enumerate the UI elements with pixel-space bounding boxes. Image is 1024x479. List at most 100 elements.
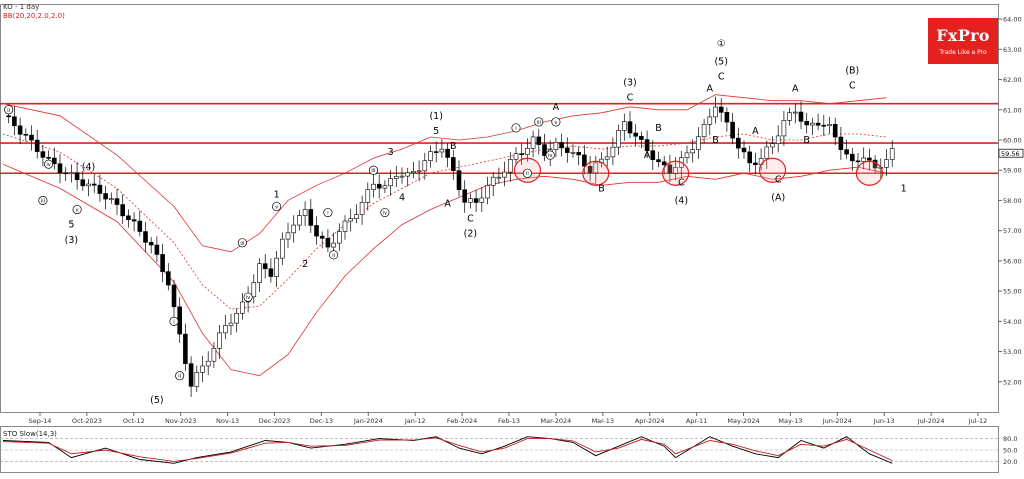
candle-body — [525, 148, 530, 155]
candle-body — [240, 301, 245, 314]
candle-body — [610, 146, 616, 158]
y-tick-label: 55.00 — [1003, 288, 1022, 296]
candle-body — [6, 115, 11, 118]
wave-label: 2 — [302, 259, 308, 270]
candle-body — [838, 136, 844, 150]
wave-circle-marker — [237, 238, 247, 248]
x-tick-label: Jul-2024 — [917, 417, 945, 425]
y-tick-label: 61.00 — [1003, 106, 1022, 114]
wave-label: (B) — [845, 66, 859, 77]
wave-label: (3) — [623, 78, 636, 89]
candle-body — [359, 202, 365, 215]
candle-body — [223, 325, 228, 334]
candle-body — [661, 161, 667, 166]
wave-circle-label: iv — [46, 162, 50, 168]
wave-label: C — [467, 214, 474, 225]
candle-body — [428, 151, 433, 161]
candle-body — [17, 125, 23, 135]
candle-body — [234, 312, 239, 324]
highlight-circle — [582, 160, 610, 186]
candle-body — [297, 215, 302, 226]
candle-body — [171, 284, 177, 308]
candle-body — [137, 220, 143, 232]
wave-label: A — [644, 150, 651, 161]
wave-circle-label: i — [327, 211, 328, 217]
candle-body — [753, 162, 758, 165]
candle-body — [74, 172, 80, 180]
candle-body — [627, 121, 633, 134]
wave-label: (4) — [675, 195, 688, 206]
candle-body — [188, 363, 194, 387]
x-tick-label: Feb-13 — [498, 417, 520, 425]
x-tick-label: Oct-12 — [123, 417, 145, 425]
wave-label: B — [450, 141, 457, 152]
candle-body — [684, 152, 690, 159]
wave-circle-marker — [169, 316, 179, 326]
wave-circle-marker — [272, 201, 282, 212]
wave-circle-marker — [511, 123, 521, 133]
wave-circle-label: ii — [526, 171, 529, 177]
y-tick-label: 53.00 — [1003, 348, 1022, 356]
candle-body — [393, 176, 399, 179]
candle-body — [371, 183, 376, 190]
candle-body — [832, 124, 838, 138]
candle-body — [148, 242, 154, 246]
wave-circle-marker — [329, 250, 339, 260]
candle-body — [126, 215, 131, 220]
y-tick-label: 57.00 — [1003, 227, 1022, 235]
wave-label: (1) — [429, 111, 442, 122]
y-tick-label: 59.00 — [1003, 167, 1022, 175]
stochastic-level-label: 20.0 — [1003, 458, 1017, 466]
wave-circle-label: ii — [7, 108, 10, 114]
y-tick-label: 56.00 — [1003, 257, 1022, 265]
candle-body — [496, 176, 502, 179]
wave-circle-label: iv — [246, 295, 250, 301]
candle-body — [490, 176, 496, 186]
wave-circle-label: v — [76, 208, 79, 214]
symbol-title: KO - 1 day — [3, 3, 40, 11]
candle-body — [576, 152, 582, 156]
wave-circle-marker — [72, 204, 82, 215]
candle-body — [889, 148, 895, 160]
wave-label: A — [752, 126, 759, 137]
wave-circle-marker — [38, 195, 48, 205]
candle-body — [798, 111, 804, 122]
candle-body — [781, 120, 787, 137]
wave-label: A — [553, 102, 560, 113]
candle-body — [724, 112, 730, 123]
candle-body — [308, 209, 314, 226]
candle-body — [29, 134, 34, 141]
candle-body — [103, 193, 108, 200]
candle-body — [268, 268, 274, 277]
candle-body — [399, 175, 405, 178]
x-tick-label: Nov-2023 — [165, 417, 196, 425]
highlight-circle — [661, 160, 690, 186]
candle-body — [473, 198, 479, 203]
wave-label: (4) — [82, 162, 95, 173]
bollinger-middle — [2, 133, 887, 310]
x-tick-label: Jun-13 — [873, 417, 895, 425]
candle-body — [519, 153, 525, 155]
candle-body — [69, 172, 74, 175]
wave-circle-label: iii — [371, 168, 375, 174]
candle-body — [701, 124, 707, 138]
candle-body — [319, 235, 325, 239]
x-tick-label: Mar-13 — [592, 417, 614, 425]
candle-body — [211, 347, 217, 362]
wave-label: 5 — [68, 220, 74, 231]
candle-body — [621, 121, 627, 131]
candle-body — [582, 154, 587, 167]
candle-body — [183, 333, 188, 364]
candle-body — [405, 172, 411, 177]
wave-circle-marker — [44, 159, 54, 169]
wave-circle-marker — [534, 117, 544, 127]
candle-body — [775, 135, 781, 144]
wave-label: B — [598, 183, 605, 194]
candle-body — [639, 135, 644, 140]
stochastic-label: STO Slow(14,3) — [3, 430, 57, 438]
candle-body — [536, 136, 542, 145]
candle-body — [325, 237, 331, 248]
y-tick-label: 58.00 — [1003, 197, 1022, 205]
candle-body — [262, 263, 268, 270]
